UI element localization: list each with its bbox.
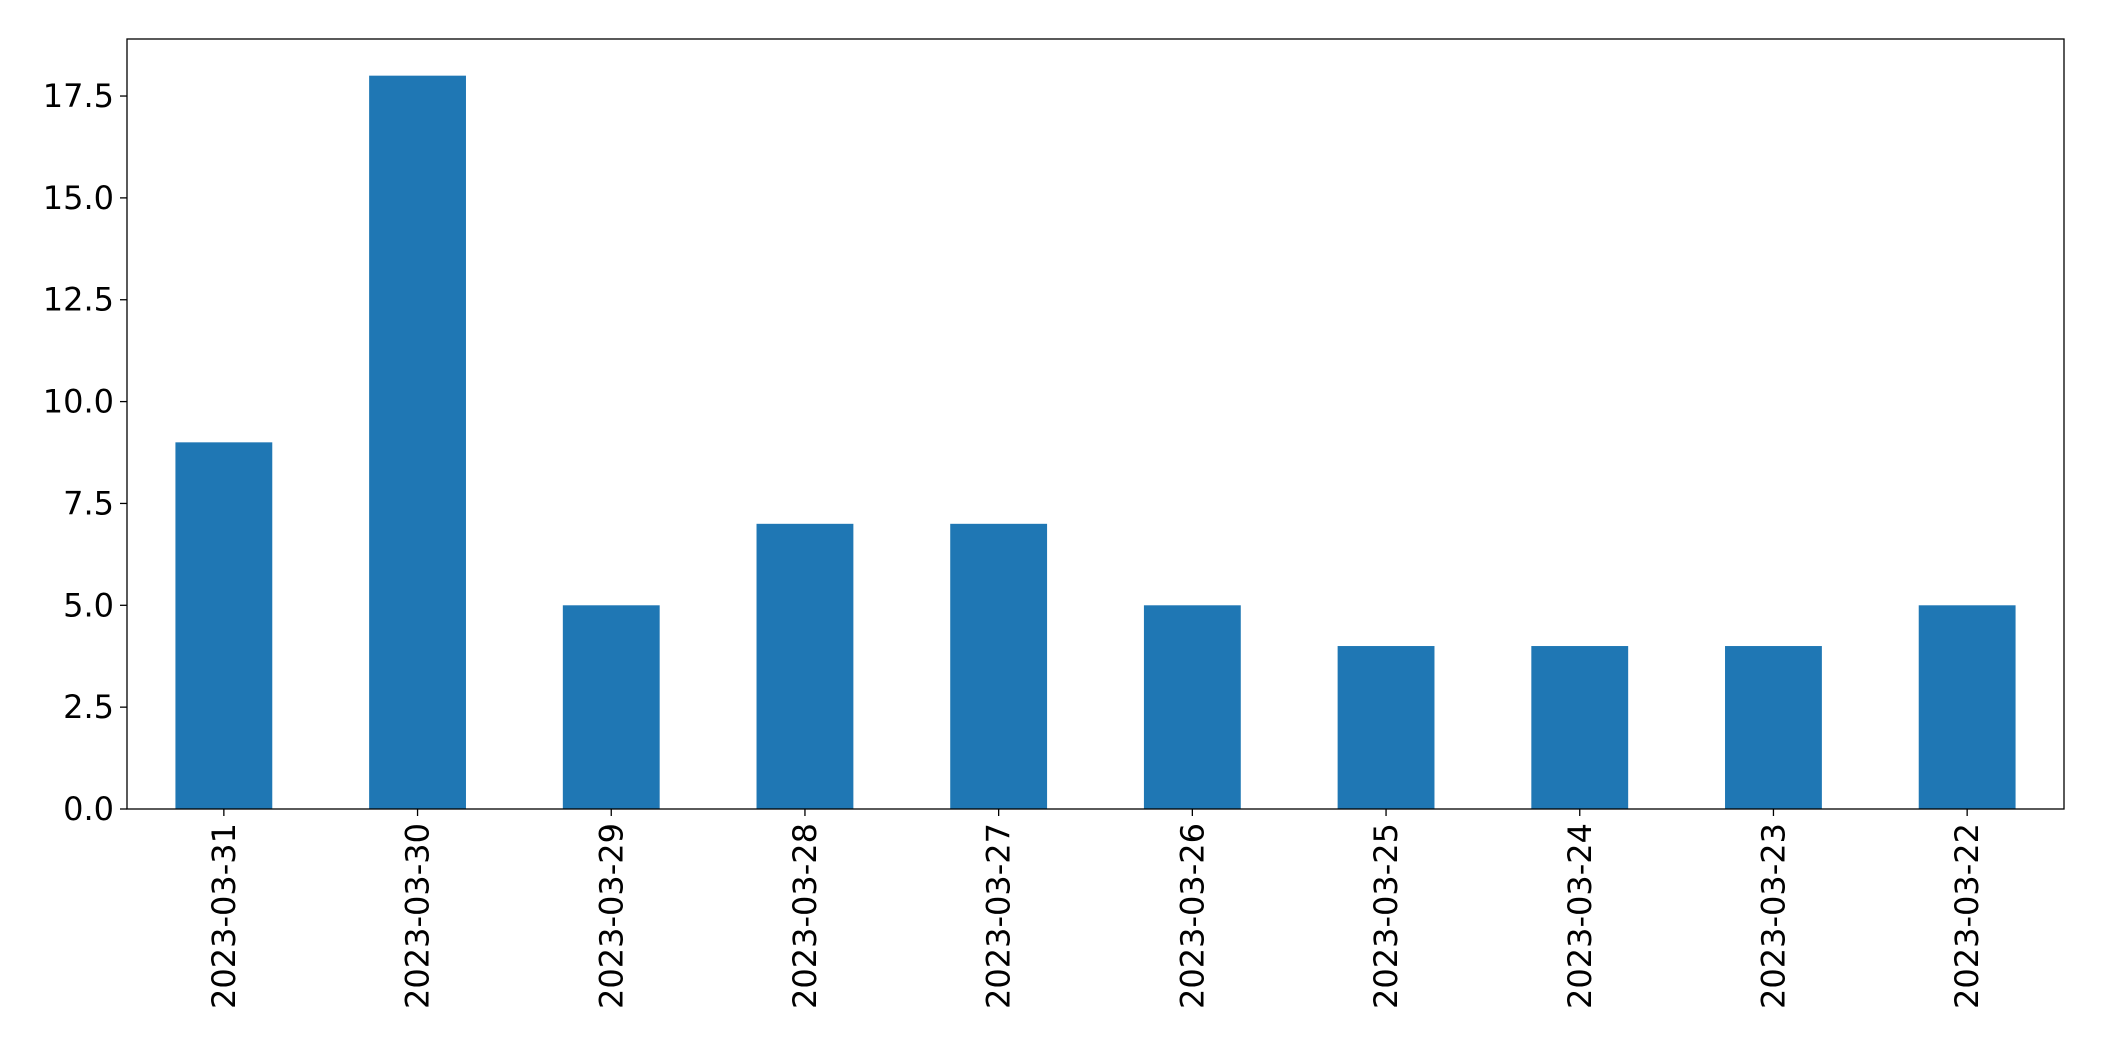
bar: [1531, 646, 1629, 809]
y-tick-label: 12.5: [43, 281, 114, 319]
bar: [562, 605, 660, 809]
bar: [1337, 646, 1435, 809]
x-tick-label: 2023-03-27: [980, 823, 1018, 1009]
x-tick-label: 2023-03-28: [786, 823, 824, 1009]
x-tick-label: 2023-03-25: [1367, 823, 1405, 1009]
x-tick-label: 2023-03-31: [205, 823, 243, 1009]
y-tick-label: 10.0: [43, 383, 114, 421]
bar: [950, 523, 1048, 809]
bar: [175, 442, 273, 809]
y-tick-label: 7.5: [63, 484, 114, 522]
x-tick-label: 2023-03-29: [592, 823, 630, 1009]
x-tick-label: 2023-03-24: [1561, 823, 1599, 1009]
x-tick-label: 2023-03-22: [1948, 823, 1986, 1009]
x-tick-label: 2023-03-23: [1754, 823, 1792, 1009]
plot-frame: [126, 38, 2065, 810]
bar: [1143, 605, 1241, 809]
y-tick-label: 17.5: [43, 77, 114, 115]
bar: [369, 75, 466, 809]
y-tick-label: 15.0: [43, 179, 114, 217]
bar: [756, 523, 854, 809]
y-tick-label: 2.5: [63, 688, 114, 726]
x-tick-label: 2023-03-26: [1173, 823, 1211, 1009]
x-tick-label: 2023-03-30: [399, 823, 437, 1009]
bar: [1918, 605, 2016, 809]
y-tick-label: 0.0: [63, 790, 114, 828]
y-tick-label: 5.0: [63, 586, 114, 624]
bar: [1725, 646, 1822, 809]
